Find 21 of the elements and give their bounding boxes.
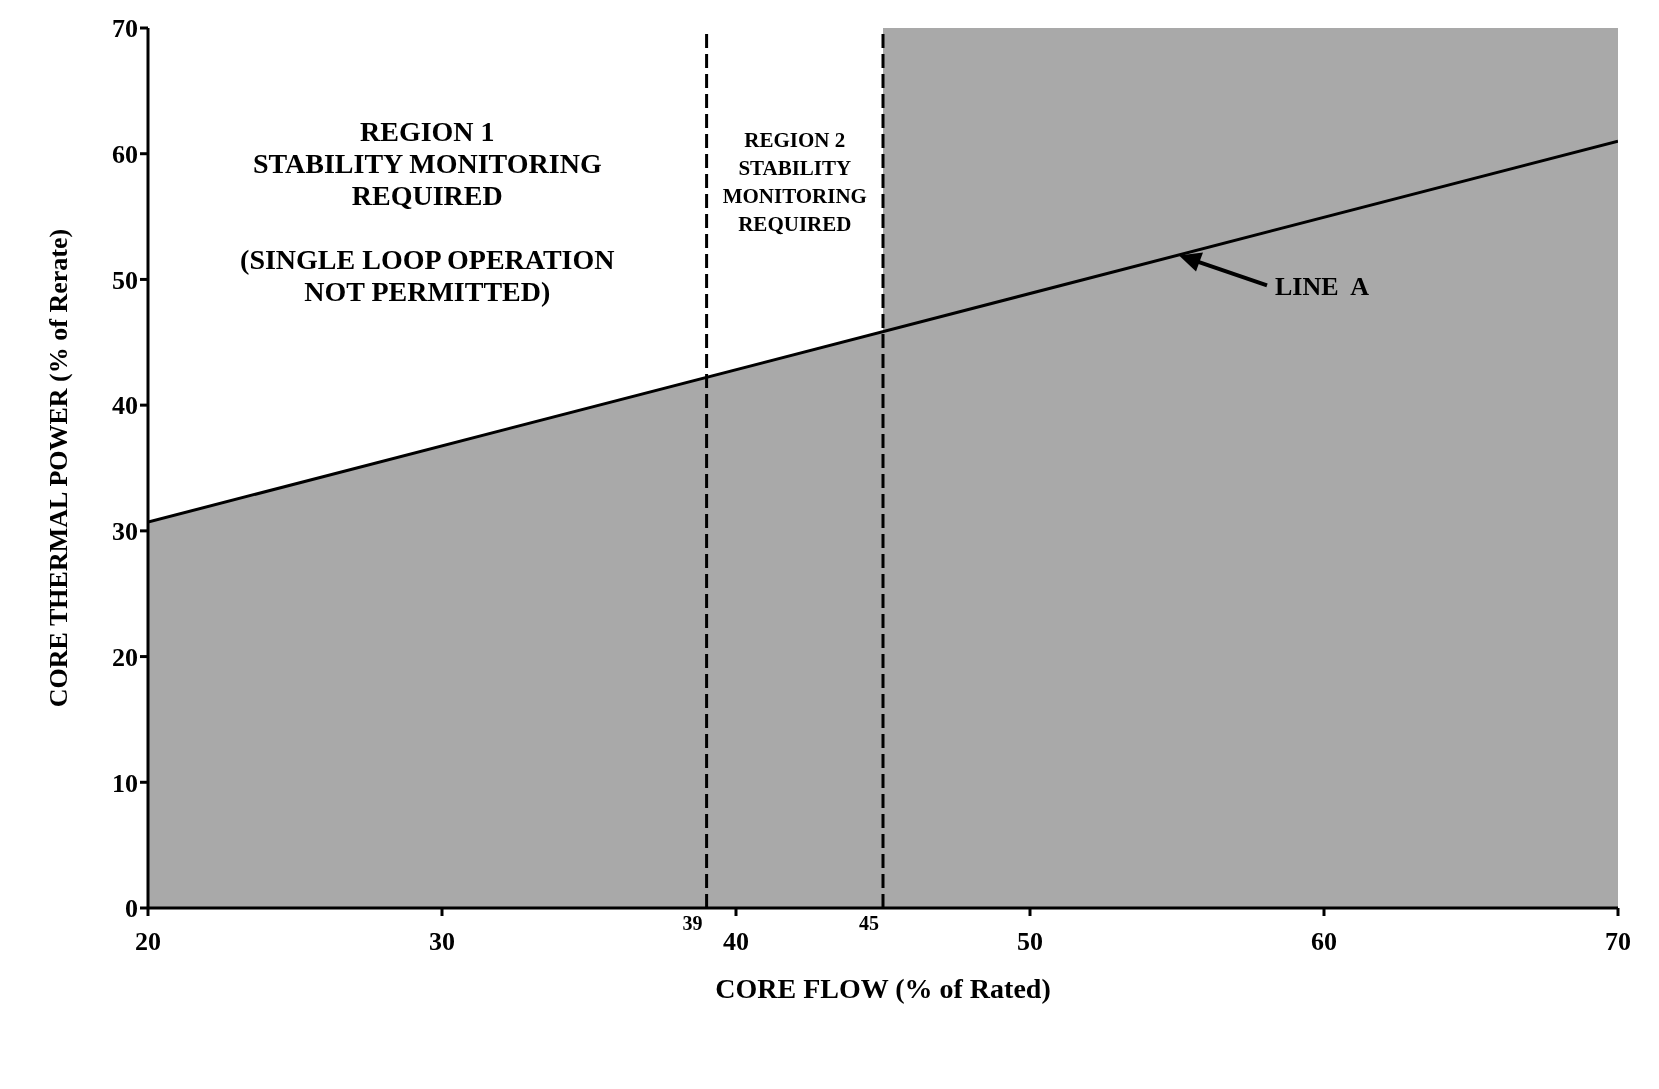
x-tick-label: 30 <box>429 927 455 957</box>
y-axis-title: CORE THERMAL POWER (% of Rerate) <box>44 228 74 708</box>
x-axis-title: CORE FLOW (% of Rated) <box>715 973 1051 1004</box>
ref-line-label: 39 <box>682 912 703 934</box>
ref-line-label: 45 <box>859 912 879 934</box>
y-tick-label: 50 <box>112 265 138 295</box>
annotation: REGION 2 STABILITY MONITORING REQUIRED <box>722 128 867 237</box>
y-tick-label: 30 <box>112 517 138 547</box>
annotation: LINE A <box>1275 272 1370 302</box>
y-tick-label: 40 <box>112 391 138 421</box>
y-tick-label: 20 <box>112 642 138 672</box>
y-tick-label: 60 <box>112 139 138 169</box>
x-tick-label: 50 <box>1017 927 1043 957</box>
x-tick-label: 40 <box>723 927 749 957</box>
x-tick-label: 20 <box>135 927 161 957</box>
x-tick-label: 70 <box>1605 927 1631 957</box>
x-tick-label: 60 <box>1311 927 1337 957</box>
annotation: REGION 1 STABILITY MONITORING REQUIRED (SINGLE LOOP OPERATION NOT PERMITTED) <box>240 116 615 308</box>
y-tick-label: 0 <box>125 894 138 924</box>
y-tick-label: 10 <box>112 768 138 798</box>
y-tick-label: 70 <box>112 14 138 44</box>
